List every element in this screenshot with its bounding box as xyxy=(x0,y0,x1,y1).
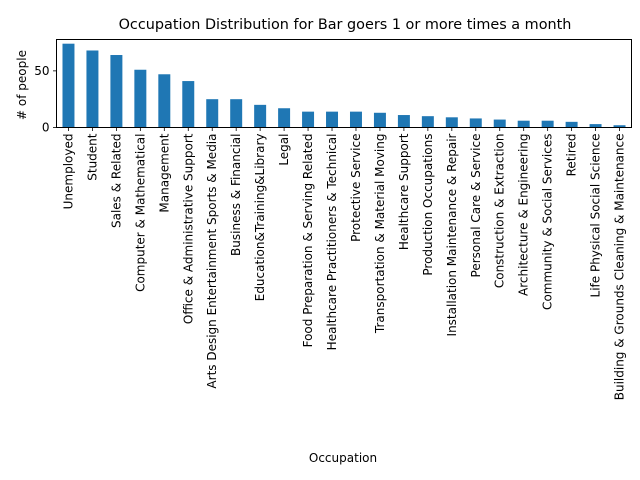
x-tick-label: Construction & Extraction xyxy=(493,134,507,289)
x-tick-label: Life Physical Social Science xyxy=(589,134,603,298)
x-tick-label: Building & Grounds Cleaning & Maintenanc… xyxy=(613,134,627,401)
bar-series xyxy=(62,43,626,128)
bar xyxy=(445,117,458,128)
bar xyxy=(517,120,530,128)
bar xyxy=(254,104,267,128)
x-tick-label: Unemployed xyxy=(61,134,75,210)
bar xyxy=(469,118,482,128)
x-tick-label: Education&Training&Library xyxy=(253,134,267,302)
bar xyxy=(349,111,362,128)
bar xyxy=(62,43,75,128)
x-tick-label: Office & Administrative Support xyxy=(181,133,195,324)
x-axis-label: Occupation xyxy=(309,451,377,465)
y-axis-label: # of people xyxy=(15,50,29,120)
bar xyxy=(302,111,315,128)
bar xyxy=(326,111,339,128)
bar xyxy=(278,108,291,128)
x-tick-label: Food Preparation & Serving Related xyxy=(301,134,315,348)
bar xyxy=(565,121,578,128)
bar xyxy=(110,55,123,128)
y-tick-label: 50 xyxy=(34,64,49,78)
bar xyxy=(182,81,195,128)
x-tick-label: Retired xyxy=(565,134,579,177)
bar xyxy=(230,99,243,128)
x-tick-label: Protective Service xyxy=(349,134,363,242)
x-tick-label: Business & Financial xyxy=(229,134,243,256)
y-axis-ticks: 0 50 xyxy=(34,64,57,135)
x-tick-label: Production Occupations xyxy=(421,134,435,276)
x-tick-label: Student xyxy=(85,133,99,181)
bar xyxy=(158,74,171,128)
x-tick-label: Transportation & Material Moving xyxy=(373,134,387,335)
x-axis-ticks: Unemployed Student Sales & Related Computer… xyxy=(61,127,627,401)
bar xyxy=(541,120,554,128)
bar xyxy=(206,99,219,128)
x-tick-label: Architecture & Engineering xyxy=(517,134,531,296)
x-tick-label: Healthcare Practitioners & Technical xyxy=(325,134,339,351)
x-tick-label: Arts Design Entertainment Sports & Media xyxy=(205,134,219,389)
x-tick-label: Community & Social Services xyxy=(541,134,555,310)
bar xyxy=(421,116,434,128)
bar xyxy=(373,112,386,128)
x-tick-label: Personal Care & Service xyxy=(469,134,483,278)
x-tick-label: Computer & Mathematical xyxy=(133,134,147,292)
chart-title: Occupation Distribution for Bar goers 1 … xyxy=(119,17,572,33)
bar xyxy=(134,69,147,128)
plot-frame xyxy=(56,39,632,128)
x-tick-label: Legal xyxy=(277,134,291,166)
x-tick-label: Installation Maintenance & Repair xyxy=(445,133,459,336)
x-tick-label: Healthcare Support xyxy=(397,133,411,250)
x-tick-label: Management xyxy=(157,133,171,212)
x-tick-label: Sales & Related xyxy=(109,134,123,229)
y-tick-label: 0 xyxy=(42,121,50,135)
bar xyxy=(589,124,602,128)
bar xyxy=(613,125,626,128)
bar xyxy=(493,119,506,128)
bar xyxy=(397,115,410,128)
bar xyxy=(86,50,99,128)
